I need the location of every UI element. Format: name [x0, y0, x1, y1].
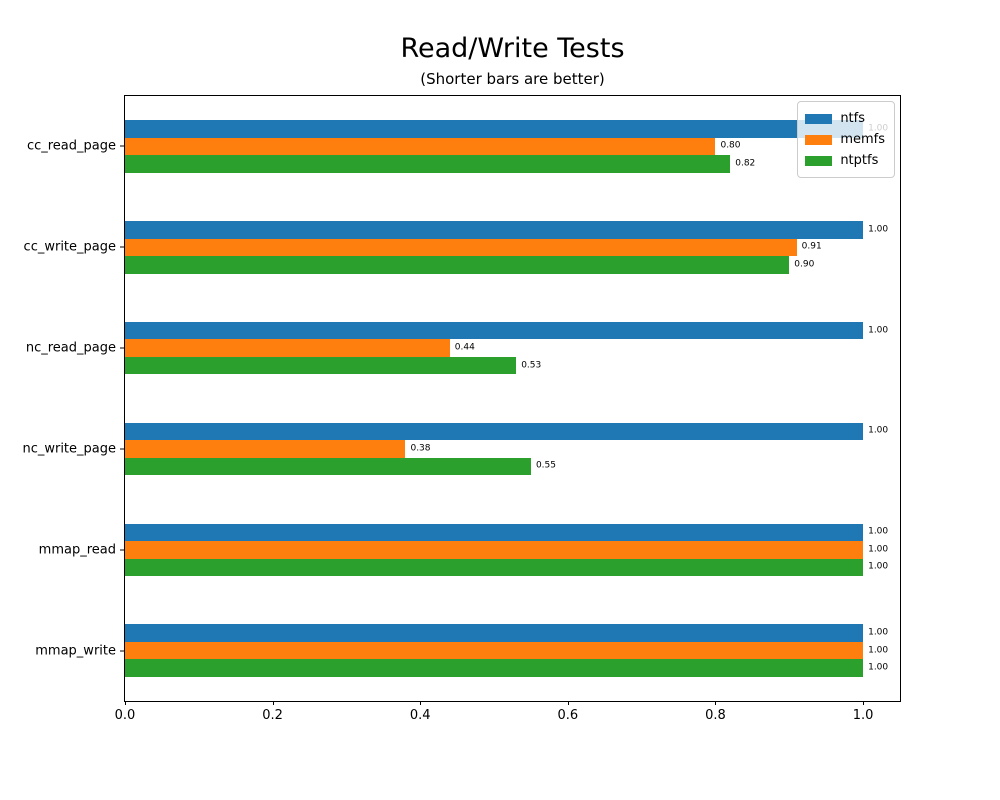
legend-swatch-memfs: [805, 134, 833, 145]
xtick-label: 0.2: [262, 708, 283, 723]
bar-value-label: 1.00: [868, 662, 889, 673]
legend-label-ntptfs: ntptfs: [840, 153, 879, 168]
ytick-label-cc_read_page: cc_read_page: [26, 138, 116, 154]
bar-value-label: 0.80: [720, 140, 741, 151]
ytick-label-nc_write_page: nc_write_page: [22, 441, 116, 457]
bar-value-label: 1.00: [868, 526, 889, 537]
bar-value-label: 1.00: [868, 645, 889, 656]
legend: ntfs memfs ntptfs: [797, 101, 895, 178]
legend-label-ntfs: ntfs: [840, 111, 865, 126]
bar-ntfs-mmap_read: [125, 523, 864, 541]
xtick-mark: [863, 701, 865, 705]
bar-ntfs-cc_read_page: [125, 120, 864, 138]
ytick-mark: [120, 448, 125, 450]
ytick-mark: [120, 347, 125, 349]
bar-ntptfs-cc_read_page: [125, 155, 731, 173]
bar-ntfs-cc_write_page: [125, 221, 864, 239]
bar-value-label: 1.00: [868, 224, 889, 235]
ytick-mark: [120, 650, 125, 652]
bar-ntfs-mmap_write: [125, 624, 864, 642]
bar-value-label: 0.82: [735, 158, 756, 169]
xtick-label: 0.8: [705, 708, 726, 723]
bar-memfs-nc_read_page: [125, 339, 450, 357]
xtick-label: 0.6: [557, 708, 579, 723]
bar-ntptfs-cc_write_page: [125, 256, 790, 274]
ytick-mark: [120, 145, 125, 147]
xtick-mark: [272, 701, 274, 705]
xtick-mark: [715, 701, 717, 705]
chart-title: Read/Write Tests: [400, 33, 625, 64]
bar-ntptfs-mmap_write: [125, 659, 864, 677]
ytick-label-mmap_write: mmap_write: [35, 643, 116, 659]
legend-label-memfs: memfs: [840, 132, 885, 147]
bar-value-label: 1.00: [868, 627, 889, 638]
legend-swatch-ntfs: [805, 113, 833, 124]
xtick-mark: [567, 701, 569, 705]
xtick-label: 1.0: [852, 708, 874, 723]
bar-ntptfs-nc_write_page: [125, 457, 531, 476]
bar-value-label: 0.55: [535, 460, 556, 471]
bar-ntfs-nc_read_page: [125, 321, 864, 340]
ytick-label-nc_read_page: nc_read_page: [25, 340, 116, 356]
ytick-mark: [120, 246, 125, 248]
chart-subtitle: (Shorter bars are better): [420, 70, 605, 88]
bar-value-label: 1.00: [868, 425, 889, 436]
xtick-mark: [125, 701, 126, 705]
bar-value-label: 0.53: [521, 360, 542, 371]
bar-ntptfs-nc_read_page: [125, 356, 517, 375]
legend-entry-memfs: memfs: [805, 129, 885, 150]
bar-memfs-mmap_read: [125, 541, 864, 559]
bar-value-label: 1.00: [868, 544, 889, 555]
bar-value-label: 0.90: [794, 259, 815, 270]
xtick-label: 0.4: [409, 708, 431, 723]
bar-memfs-mmap_write: [125, 641, 864, 660]
ytick-label-mmap_read: mmap_read: [38, 542, 116, 558]
bar-memfs-nc_write_page: [125, 440, 406, 458]
bar-ntfs-nc_write_page: [125, 422, 864, 441]
legend-entry-ntfs: ntfs: [805, 108, 885, 129]
plot-area: 1.000.800.821.000.910.901.000.440.531.00…: [22, 95, 901, 723]
ytick-mark: [120, 549, 125, 551]
bar-value-label: 1.00: [868, 561, 889, 572]
bar-value-label: 0.91: [801, 241, 822, 252]
bar-memfs-cc_read_page: [125, 137, 716, 156]
xtick-mark: [420, 701, 422, 705]
legend-swatch-ntptfs: [805, 155, 833, 166]
bar-value-label: 1.00: [868, 325, 889, 336]
bar-value-label: 0.38: [410, 443, 431, 454]
legend-entry-ntptfs: ntptfs: [805, 150, 885, 171]
bar-ntptfs-mmap_read: [125, 558, 864, 576]
bar-value-label: 0.44: [454, 342, 475, 353]
bar-memfs-cc_write_page: [125, 238, 797, 256]
xtick-label: 0.0: [114, 708, 136, 723]
ytick-label-cc_write_page: cc_write_page: [23, 239, 116, 255]
